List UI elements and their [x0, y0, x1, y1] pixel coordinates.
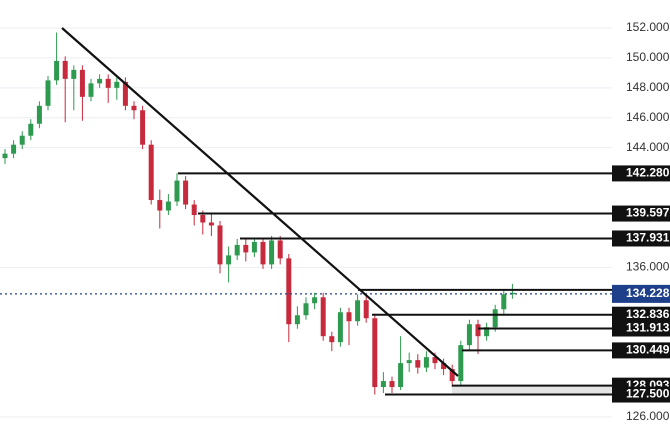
- level-label-bg: [612, 342, 670, 359]
- candle-body: [226, 255, 232, 265]
- candle-body: [28, 123, 34, 136]
- level-label: 142.280: [626, 166, 670, 180]
- candle-body: [312, 297, 318, 304]
- trend-line: [61, 27, 459, 377]
- level-zone: [452, 385, 612, 395]
- level-label-bg: [612, 306, 670, 323]
- candle-body: [484, 327, 490, 337]
- y-tick-label: 148.000: [626, 80, 670, 94]
- candle-body: [79, 69, 85, 97]
- candle-body: [355, 300, 361, 322]
- candle-body: [458, 345, 464, 382]
- candle-body: [97, 78, 103, 84]
- y-tick-label: 126.000: [626, 409, 670, 423]
- candle-body: [406, 360, 412, 364]
- candle-body: [320, 297, 326, 337]
- candle-body: [432, 357, 438, 364]
- candle-body: [88, 83, 94, 97]
- candle-body: [2, 153, 8, 159]
- level-label: 131.913: [626, 321, 670, 335]
- candle-body: [243, 244, 249, 253]
- level-label: 130.449: [626, 343, 670, 357]
- candle-body: [449, 369, 455, 382]
- level-label-bg: [612, 165, 670, 182]
- candle-body: [277, 240, 283, 259]
- y-tick-label: 146.000: [626, 110, 670, 124]
- candle-body: [398, 363, 404, 388]
- candle-body: [415, 360, 421, 368]
- candle-body: [329, 336, 335, 343]
- level-label-bg: [612, 230, 670, 247]
- candle-body: [148, 144, 154, 201]
- candle-body: [466, 324, 472, 346]
- level-label: 127.500: [626, 387, 670, 401]
- candle-body: [372, 318, 378, 388]
- candle-body: [45, 80, 51, 106]
- candle-body: [389, 381, 395, 388]
- candle-body: [501, 294, 507, 310]
- candle-body: [71, 69, 77, 79]
- level-label: 139.597: [626, 206, 670, 220]
- candle-body: [62, 60, 68, 79]
- level-label-bg: [612, 320, 670, 337]
- candle-body: [260, 241, 266, 265]
- candle-body: [380, 381, 386, 388]
- candle-body: [174, 180, 180, 202]
- candle-body: [183, 180, 189, 205]
- plot-area: [0, 32, 612, 396]
- candle-body: [157, 200, 163, 211]
- candle-body: [54, 60, 60, 81]
- candle-body: [475, 324, 481, 337]
- candle-body: [303, 303, 309, 316]
- candle-body: [11, 144, 17, 154]
- candle-body: [423, 357, 429, 368]
- level-label-bg: [612, 386, 670, 403]
- candle-body: [140, 110, 146, 145]
- candle-body: [363, 300, 369, 319]
- candle-body: [36, 105, 42, 124]
- candle-body: [251, 241, 257, 253]
- candle-body: [208, 222, 214, 226]
- candle-body: [114, 81, 120, 88]
- current-price-label: 134.228: [626, 286, 670, 300]
- candle-body: [509, 292, 515, 295]
- price-axis: 126.000 136.000 144.000 146.000 148.000 150.0…: [612, 20, 670, 423]
- candle-body: [122, 81, 128, 106]
- candle-body: [200, 215, 206, 223]
- candle-body: [337, 312, 343, 343]
- y-tick-label: 152.000: [626, 20, 670, 34]
- candle-body: [165, 201, 171, 211]
- level-label: 137.931: [626, 231, 670, 245]
- candle-body: [441, 363, 447, 370]
- candle-body: [105, 78, 111, 88]
- y-tick-label: 150.000: [626, 50, 670, 64]
- current-price-bg: [612, 284, 670, 303]
- grid: [0, 27, 612, 418]
- candle-body: [492, 309, 498, 328]
- candle-body: [269, 240, 275, 265]
- y-tick-label: 136.000: [626, 260, 670, 274]
- level-label-bg: [612, 205, 670, 222]
- candle-body: [294, 315, 300, 325]
- candle-body: [286, 258, 292, 325]
- candle-body: [191, 204, 197, 216]
- y-tick-label: 144.000: [626, 140, 670, 154]
- candle-body: [217, 225, 223, 265]
- candle-body: [346, 312, 352, 322]
- candle-body: [131, 105, 137, 111]
- candle-body: [19, 135, 25, 145]
- level-label: 132.836: [626, 307, 670, 321]
- candle-body: [234, 244, 240, 256]
